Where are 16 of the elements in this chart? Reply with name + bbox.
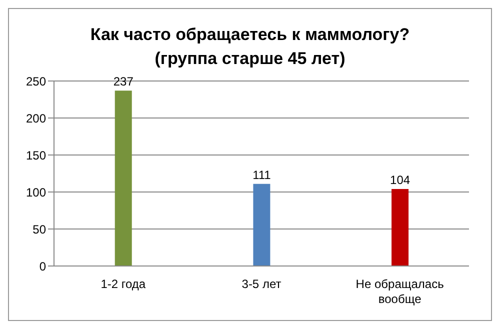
data-label: 237 [113,74,134,89]
bar [253,184,270,266]
x-tick-label: 3-5 лет [242,277,282,291]
bar [392,189,409,266]
y-tick-label: 250 [26,74,46,88]
y-tick-label: 100 [26,185,46,200]
y-tick-label: 200 [26,111,46,126]
y-tick-label: 50 [32,222,46,236]
y-tick-label: 0 [39,259,46,274]
bar [114,90,132,266]
data-label: 104 [390,173,410,188]
data-label: 111 [252,168,272,182]
x-tick-label: Не обращалась вообще [356,277,444,306]
x-tick-label: 1-2 года [100,277,146,291]
chart-title: Как часто обращаетесь к маммологу? (группа старше 45 лет) [89,24,411,70]
y-tick-label: 150 [26,148,46,162]
